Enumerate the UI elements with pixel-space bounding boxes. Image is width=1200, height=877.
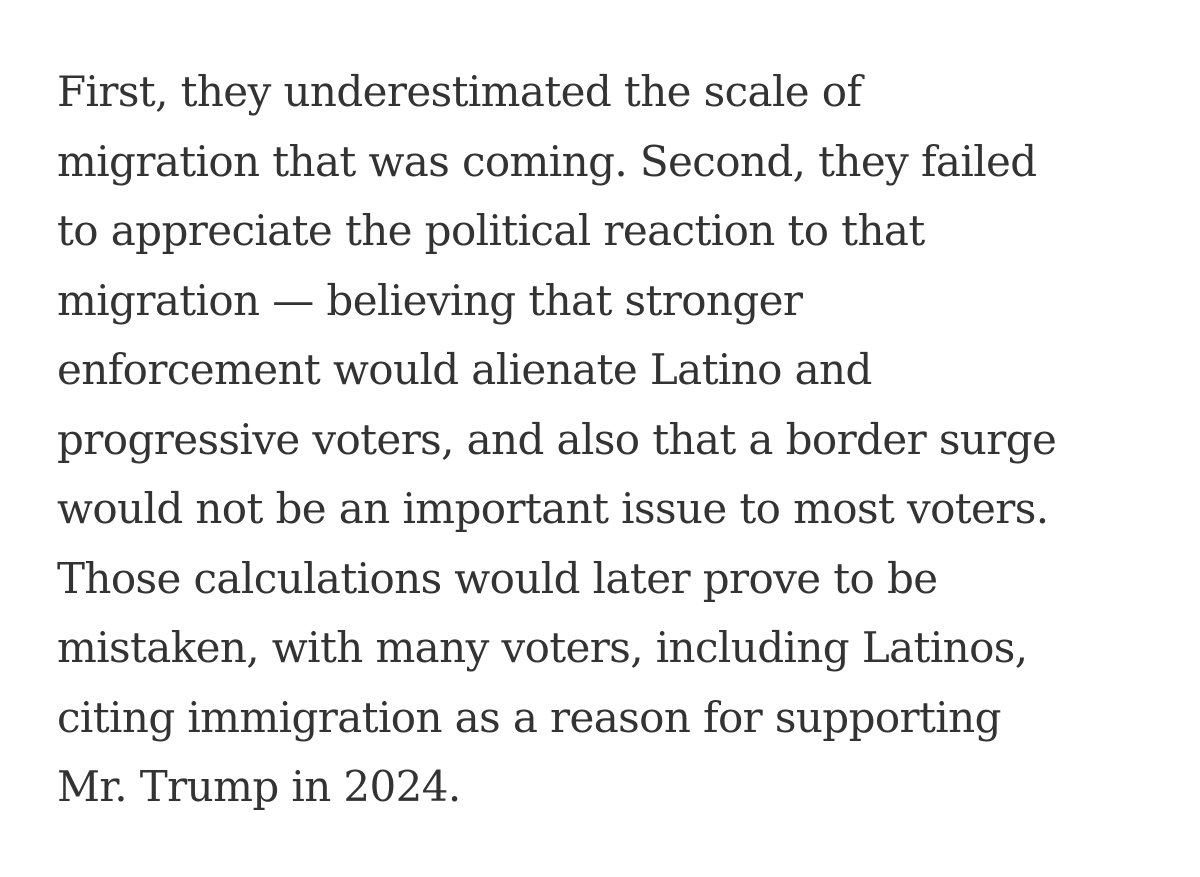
paragraph-line: progressive voters, and also that a bord… (57, 414, 1057, 464)
paragraph-line: First, they underestimated the scale of (57, 67, 862, 116)
paragraph-line: to appreciate the political reaction to … (57, 206, 925, 255)
paragraph-line: migration — believing that stronger (57, 275, 803, 325)
article-paragraph: First, they underestimated the scale of … (57, 57, 1167, 822)
paragraph-line: Those calculations would later prove to … (57, 553, 938, 603)
paragraph-line: migration that was coming. Second, they … (57, 136, 1037, 186)
paragraph-line: mistaken, with many voters, including La… (57, 623, 1028, 672)
paragraph-line: enforcement would alienate Latino and (57, 345, 872, 394)
paragraph-line: citing immigration as a reason for suppo… (57, 692, 1001, 742)
paragraph-line: Mr. Trump in 2024. (57, 762, 461, 811)
paragraph-line: would not be an important issue to most … (57, 484, 1049, 533)
